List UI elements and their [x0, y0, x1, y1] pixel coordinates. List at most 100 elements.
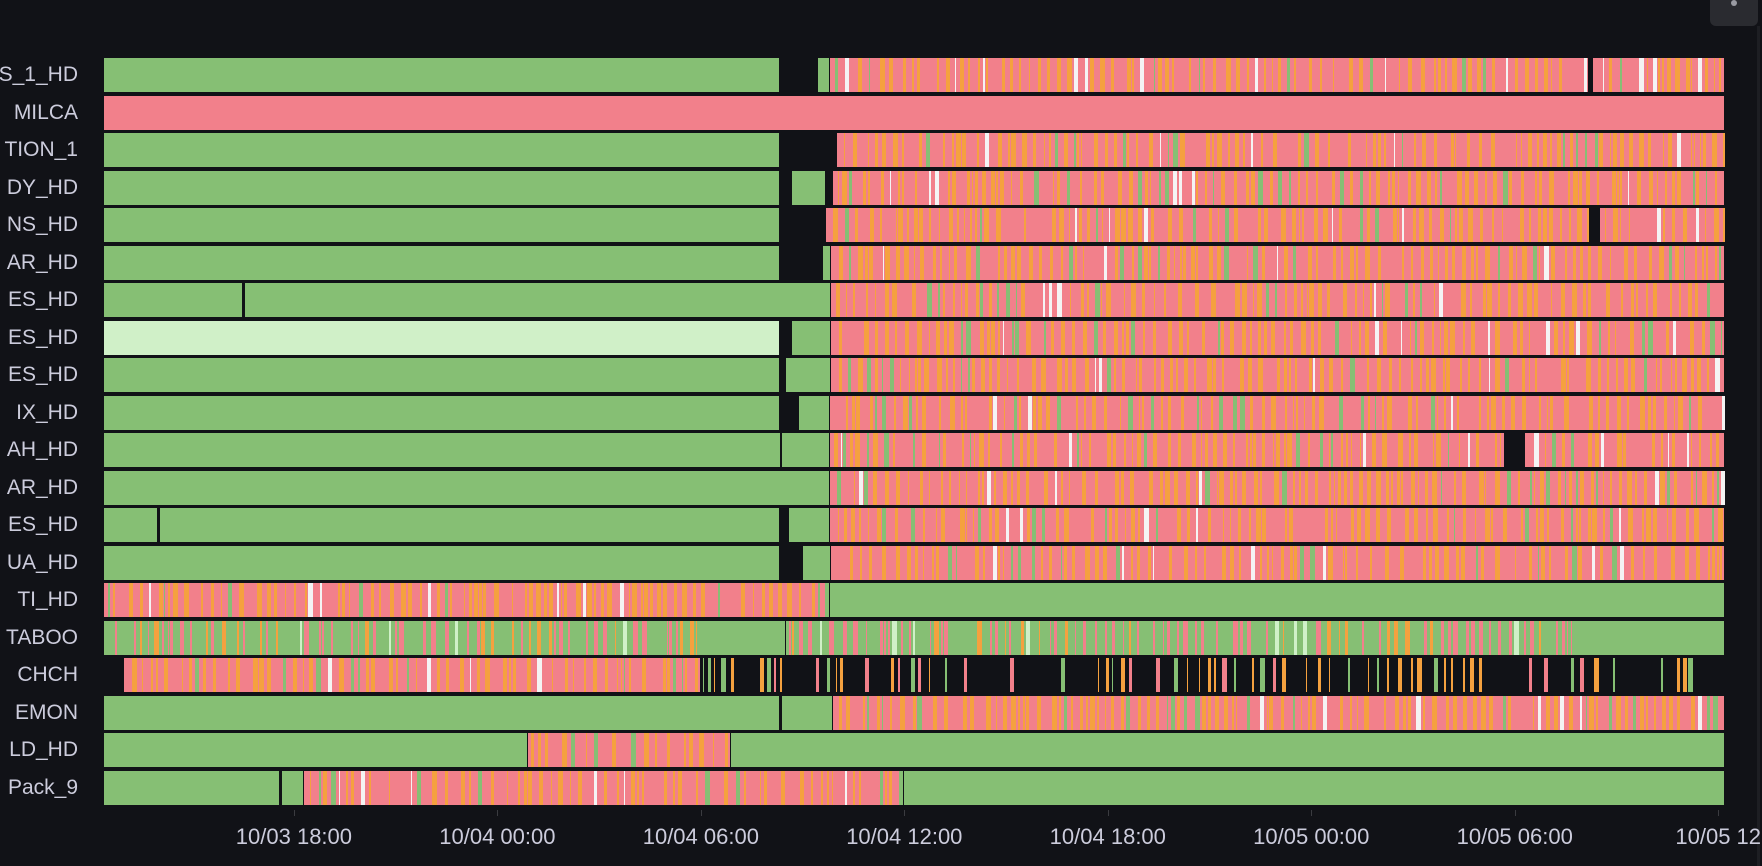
- state-segment-ok[interactable]: [104, 508, 158, 542]
- state-stripe: [1673, 320, 1677, 355]
- state-segment-ok[interactable]: [104, 358, 779, 392]
- state-stripe: [1443, 320, 1449, 355]
- state-stripe: [1519, 320, 1523, 355]
- state-segment-ok[interactable]: [245, 283, 831, 317]
- state-segment-mix[interactable]: [104, 583, 830, 617]
- state-stripe: [1514, 620, 1520, 655]
- state-stripe: [607, 583, 613, 617]
- state-segment-ok[interactable]: [160, 508, 779, 542]
- state-segment-ok[interactable]: [104, 733, 527, 767]
- state-stripe: [1690, 320, 1695, 355]
- state-segment-mix[interactable]: [831, 245, 1724, 280]
- state-segment-mix[interactable]: [829, 433, 1504, 467]
- state-segment-mix[interactable]: [826, 208, 1590, 242]
- state-stripe: [141, 658, 143, 692]
- state-segment-mix[interactable]: [833, 695, 1724, 730]
- state-stripe: [820, 770, 823, 805]
- state-stripe: [1687, 433, 1689, 467]
- state-stripe: [1238, 508, 1241, 542]
- state-segment-ok[interactable]: [785, 358, 831, 392]
- state-segment-mixgreen[interactable]: [104, 620, 698, 655]
- state-segment-mix[interactable]: [833, 170, 1724, 205]
- state-stripe: [1138, 208, 1143, 242]
- state-stripe: [1178, 283, 1182, 317]
- state-segment-ok[interactable]: [104, 470, 829, 505]
- state-segment-ok[interactable]: [104, 395, 779, 430]
- state-stripe: [1282, 470, 1288, 505]
- state-segment-mix[interactable]: [527, 733, 731, 767]
- state-segment-ok[interactable]: [104, 133, 779, 167]
- state-segment-mix[interactable]: [831, 545, 1724, 580]
- state-segment-mix[interactable]: [831, 320, 1724, 355]
- state-stripe: [1194, 283, 1199, 317]
- state-stripe: [1538, 245, 1541, 280]
- state-segment-alert[interactable]: [104, 95, 1724, 130]
- state-segment-ok[interactable]: [104, 208, 779, 242]
- state-segment-ok[interactable]: [104, 433, 780, 467]
- panel-menu-button[interactable]: [1710, 0, 1758, 26]
- state-stripe: [1588, 508, 1591, 542]
- state-stripe: [1519, 208, 1524, 242]
- state-segment-ok[interactable]: [817, 58, 829, 92]
- state-segment-mix[interactable]: [124, 658, 700, 692]
- state-segment-ok[interactable]: [104, 283, 243, 317]
- scrollbar[interactable]: [1757, 26, 1760, 866]
- state-segment-mix[interactable]: [829, 470, 1725, 505]
- state-segment-mix[interactable]: [1592, 58, 1724, 92]
- state-segment-ok[interactable]: [792, 170, 826, 205]
- state-stripe: [526, 658, 531, 692]
- state-segment-ok[interactable]: [282, 770, 304, 805]
- state-segment-ok[interactable]: [1572, 620, 1724, 655]
- state-segment-mixgreen[interactable]: [785, 620, 1573, 655]
- state-segment-ok[interactable]: [792, 320, 831, 355]
- state-stripe: [365, 620, 370, 655]
- state-segment-ok[interactable]: [829, 583, 1724, 617]
- state-segment-sparse[interactable]: [700, 658, 1724, 692]
- state-segment-ok[interactable]: [104, 545, 779, 580]
- state-stripe: [1498, 620, 1502, 655]
- state-segment-ok[interactable]: [104, 58, 779, 92]
- state-stripe: [551, 770, 553, 805]
- state-segment-ok[interactable]: [104, 770, 280, 805]
- state-stripe: [1089, 58, 1095, 92]
- state-stripe: [1082, 245, 1084, 280]
- state-segment-ok[interactable]: [104, 245, 779, 280]
- state-stripe: [1221, 320, 1225, 355]
- state-stripe: [1405, 620, 1410, 655]
- state-segment-ok[interactable]: [104, 695, 779, 730]
- state-segment-ok[interactable]: [822, 245, 831, 280]
- state-segment-mix[interactable]: [829, 508, 1724, 542]
- state-stripe: [1485, 245, 1490, 280]
- state-stripe: [849, 170, 852, 205]
- state-segment-mix[interactable]: [1599, 208, 1725, 242]
- state-stripe: [422, 620, 426, 655]
- state-stripe: [971, 170, 974, 205]
- state-segment-mix[interactable]: [829, 395, 1725, 430]
- state-segment-ok[interactable]: [731, 733, 1724, 767]
- state-segment-ok[interactable]: [799, 395, 829, 430]
- state-segment-mix[interactable]: [829, 58, 1589, 92]
- state-segment-ok[interactable]: [697, 620, 785, 655]
- state-segment-mix[interactable]: [304, 770, 904, 805]
- state-stripe: [494, 583, 500, 617]
- state-segment-ok[interactable]: [802, 545, 831, 580]
- state-stripe: [350, 770, 355, 805]
- state-segment-ok[interactable]: [782, 433, 829, 467]
- state-segment-mix[interactable]: [831, 358, 1724, 392]
- state-segment-ok[interactable]: [789, 508, 829, 542]
- state-stripe: [1529, 470, 1533, 505]
- state-segment-mix[interactable]: [1524, 433, 1724, 467]
- state-stripe: [1365, 245, 1370, 280]
- state-stripe: [1295, 433, 1301, 467]
- state-segment-mix[interactable]: [831, 283, 1724, 317]
- state-segment-ok[interactable]: [104, 170, 779, 205]
- state-stripe: [913, 433, 916, 467]
- state-stripe: [1562, 133, 1565, 167]
- state-stripe: [1407, 170, 1412, 205]
- state-stripe: [358, 620, 360, 655]
- state-segment-ok_light[interactable]: [104, 320, 779, 355]
- state-segment-mix[interactable]: [836, 133, 1725, 167]
- row-label: MILCA: [13, 100, 78, 124]
- state-segment-ok[interactable]: [782, 695, 833, 730]
- state-segment-ok[interactable]: [904, 770, 1724, 805]
